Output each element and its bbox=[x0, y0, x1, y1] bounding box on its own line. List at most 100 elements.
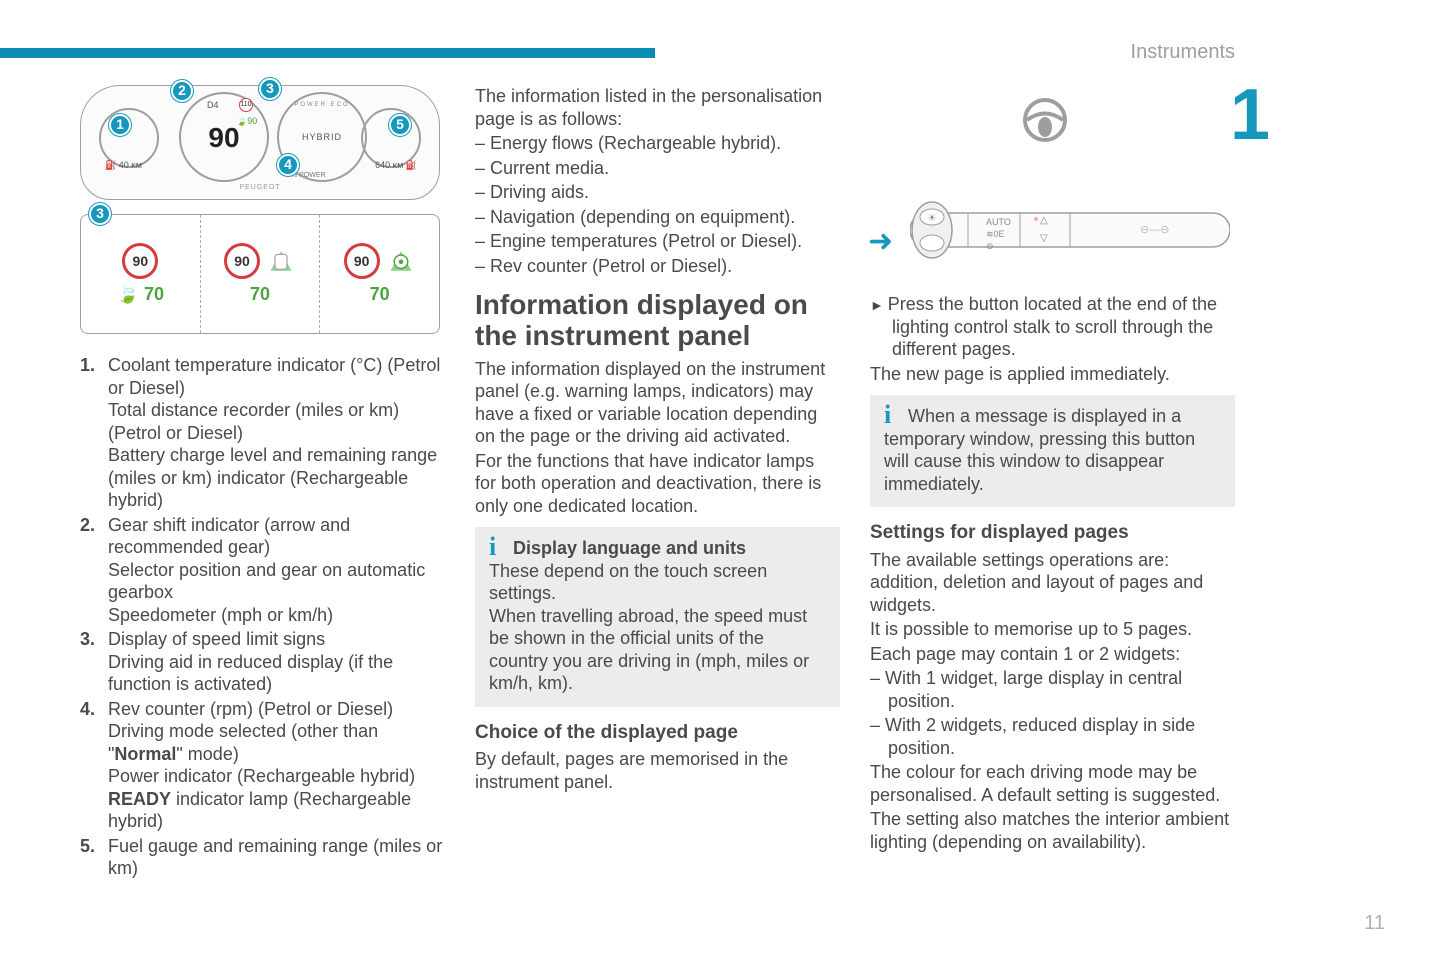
col3-p5: The colour for each driving mode may be … bbox=[870, 761, 1235, 806]
col2-p2: For the functions that have indicator la… bbox=[475, 450, 840, 518]
info-l1: These depend on the touch screen setting… bbox=[489, 560, 826, 605]
legend-1-b: Total distance recorder (miles or km) (P… bbox=[108, 399, 445, 444]
steering-wheel-icon bbox=[1020, 95, 1070, 145]
callout-2: 2 bbox=[171, 80, 193, 102]
gauge-coolant bbox=[99, 108, 159, 168]
sign-90-b: 90 bbox=[224, 243, 260, 279]
col2-p3: By default, pages are memorised in the i… bbox=[475, 748, 840, 793]
hybrid-label: HYBRID bbox=[279, 132, 365, 143]
col2-b4: Navigation (depending on equipment). bbox=[475, 206, 840, 229]
callout-3: 3 bbox=[259, 78, 281, 100]
legend-4-b-post: " mode) bbox=[176, 744, 238, 764]
car-steer-icon bbox=[386, 248, 416, 274]
legend-4-a: Rev counter (rpm) (Petrol or Diesel) bbox=[108, 698, 445, 721]
legend-item-1: Coolant temperature indicator (°C) (Petr… bbox=[80, 354, 445, 512]
legend-item-2: Gear shift indicator (arrow and recommen… bbox=[80, 514, 445, 627]
col3-info: When a message is displayed in a tempora… bbox=[884, 406, 1195, 494]
col3-p2: The available settings operations are: a… bbox=[870, 549, 1235, 617]
legend-item-5: Fuel gauge and remaining range (miles or… bbox=[80, 835, 445, 880]
chapter-number: 1 bbox=[1230, 70, 1270, 160]
legend-5-a: Fuel gauge and remaining range (miles or… bbox=[108, 835, 445, 880]
figure-driving-aid-variants: 3 90 🍃 70 90 70 90 70 bbox=[80, 214, 440, 334]
svg-text:⊜: ⊜ bbox=[986, 241, 994, 251]
legend-2-c: Speedometer (mph or km/h) bbox=[108, 604, 445, 627]
svg-text:△: △ bbox=[1040, 215, 1048, 226]
variant-2: 90 70 bbox=[201, 215, 321, 333]
odometer-left-val: 40 bbox=[119, 160, 129, 170]
callout-4: 4 bbox=[277, 154, 299, 176]
col3-tri: Press the button located at the end of t… bbox=[870, 293, 1235, 361]
svg-text:⊖—⊖: ⊖—⊖ bbox=[1140, 224, 1169, 236]
cruise-70-a-val: 70 bbox=[144, 284, 164, 304]
legend-item-3: Display of speed limit signs Driving aid… bbox=[80, 628, 445, 696]
cruise-70-c: 70 bbox=[370, 283, 390, 306]
sign-90-c: 90 bbox=[344, 243, 380, 279]
col3-p1: The new page is applied immediately. bbox=[870, 363, 1235, 386]
col2-intro: The information listed in the personalis… bbox=[475, 85, 840, 130]
col2-h3: Choice of the displayed page bbox=[475, 721, 840, 745]
legend-2-b: Selector position and gear on automatic … bbox=[108, 559, 445, 604]
content-columns: 90 D4 110 🍃90 POWER ECO HYBRID ⛽ 40 ᴋᴍ 6… bbox=[80, 85, 1235, 882]
column-3: ➜ ☀ AUTO ≋0E ⊜ △ ▽ ⊖—⊖ Press the button … bbox=[870, 85, 1235, 882]
figure-instrument-panel: 90 D4 110 🍃90 POWER ECO HYBRID ⛽ 40 ᴋᴍ 6… bbox=[80, 85, 440, 200]
infobox-message: iWhen a message is displayed in a tempor… bbox=[870, 395, 1235, 507]
col3-p6: The setting also matches the interior am… bbox=[870, 808, 1235, 853]
legend-4-d-bold: READY bbox=[108, 789, 171, 809]
callout-5: 5 bbox=[389, 114, 411, 136]
legend-item-4: Rev counter (rpm) (Petrol or Diesel) Dri… bbox=[80, 698, 445, 833]
brand-label: PEUGEOT bbox=[81, 184, 439, 193]
svg-text:▽: ▽ bbox=[1040, 233, 1048, 244]
col3-p4: Each page may contain 1 or 2 widgets: bbox=[870, 643, 1235, 666]
range-right: 640 ᴋᴍ ⛽ bbox=[375, 160, 417, 171]
page-number: 11 bbox=[1364, 911, 1385, 936]
col3-p3: It is possible to memorise up to 5 pages… bbox=[870, 618, 1235, 641]
legend-1-a: Coolant temperature indicator (°C) (Petr… bbox=[108, 354, 445, 399]
lighting-stalk-icon: ☀ AUTO ≋0E ⊜ △ ▽ ⊖—⊖ bbox=[910, 195, 1230, 265]
legend-2-a: Gear shift indicator (arrow and recommen… bbox=[108, 514, 445, 559]
variant-1: 90 🍃 70 bbox=[81, 215, 201, 333]
variant-3: 90 70 bbox=[320, 215, 439, 333]
top-accent-bar bbox=[0, 48, 655, 58]
col2-h2: Information displayed on the instrument … bbox=[475, 289, 840, 352]
col2-b3: Driving aids. bbox=[475, 181, 840, 204]
figure-stalk: ➜ ☀ AUTO ≋0E ⊜ △ ▽ ⊖—⊖ bbox=[870, 85, 1230, 285]
power-arc-label: POWER ECO bbox=[279, 102, 365, 110]
col3-b2: With 2 widgets, reduced display in side … bbox=[870, 714, 1235, 759]
auto-label: AUTO bbox=[986, 217, 1011, 227]
section-header: Instruments bbox=[1131, 40, 1235, 65]
legend-4-d: READY indicator lamp (Rechargeable hybri… bbox=[108, 788, 445, 833]
col3-h3: Settings for displayed pages bbox=[870, 521, 1235, 545]
legend-3-b: Driving aid in reduced display (if the f… bbox=[108, 651, 445, 696]
cruise-70-b: 70 bbox=[250, 283, 270, 306]
legend-4-b-bold: Normal bbox=[114, 744, 176, 764]
infobox-language: iDisplay language and units These depend… bbox=[475, 527, 840, 707]
speed-sign-110: 110 bbox=[239, 98, 253, 112]
column-2: The information listed in the personalis… bbox=[475, 85, 840, 882]
info-l2: When travelling abroad, the speed must b… bbox=[489, 605, 826, 695]
col2-b5: Engine temperatures (Petrol or Diesel). bbox=[475, 230, 840, 253]
pct-power-label: % POWER bbox=[291, 172, 326, 181]
legend-list: Coolant temperature indicator (°C) (Petr… bbox=[80, 354, 445, 880]
legend-3-a: Display of speed limit signs bbox=[108, 628, 445, 651]
svg-text:≋0E: ≋0E bbox=[986, 229, 1005, 239]
legend-4-c: Power indicator (Rechargeable hybrid) bbox=[108, 765, 445, 788]
legend-1-c: Battery charge level and remaining range… bbox=[108, 444, 445, 512]
odometer-left: ⛽ 40 ᴋᴍ bbox=[105, 160, 142, 171]
col2-b2: Current media. bbox=[475, 157, 840, 180]
gauge-speedometer: 90 bbox=[179, 92, 269, 182]
sign-90-a: 90 bbox=[122, 243, 158, 279]
col2-p1: The information displayed on the instrum… bbox=[475, 358, 840, 448]
info-title: Display language and units bbox=[513, 538, 746, 558]
legend-4-b: Driving mode selected (other than "Norma… bbox=[108, 720, 445, 765]
callout-1: 1 bbox=[109, 114, 131, 136]
cruise-90-val: 90 bbox=[247, 116, 257, 126]
range-right-val: 640 bbox=[375, 160, 390, 170]
column-1: 90 D4 110 🍃90 POWER ECO HYBRID ⛽ 40 ᴋᴍ 6… bbox=[80, 85, 445, 882]
col2-b6: Rev counter (Petrol or Diesel). bbox=[475, 255, 840, 278]
info-icon-2: i bbox=[884, 403, 904, 426]
car-icon bbox=[266, 248, 296, 274]
col3-b1: With 1 widget, large display in central … bbox=[870, 667, 1235, 712]
info-icon: i bbox=[489, 535, 509, 558]
cruise-90: 🍃90 bbox=[236, 116, 257, 127]
svg-text:☀: ☀ bbox=[928, 213, 937, 224]
